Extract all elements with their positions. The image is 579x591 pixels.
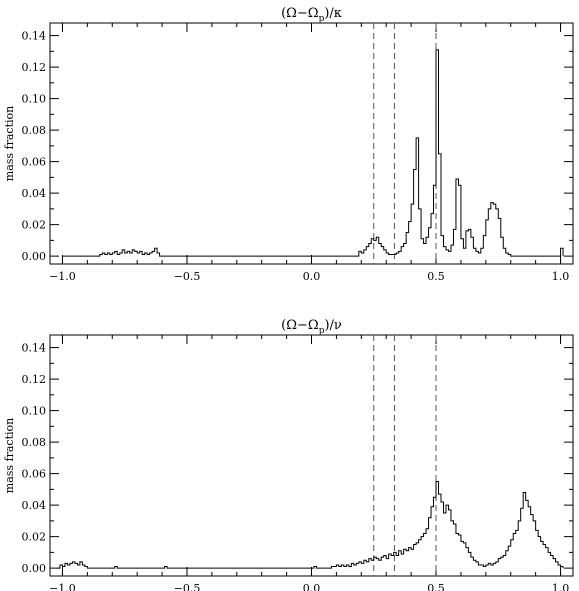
histogram-line	[62, 49, 564, 257]
bottom-panel-nu: (Ω−Ωp)/ν mass fraction 0.00 0.02 0.04 0.06 0.0…	[3, 318, 574, 591]
x-tick-label: −0.5	[174, 582, 201, 591]
y-tick-label: 0.00	[22, 250, 47, 263]
title-main: (Ω−Ω	[281, 318, 319, 333]
title-subscript: p	[319, 14, 325, 24]
x-tick-label: 1.0	[552, 582, 570, 591]
y-tick-label: 0.04	[22, 499, 47, 512]
y-tick-label: 0.10	[22, 405, 47, 418]
title-main: (Ω−Ω	[281, 6, 319, 21]
title-tail: )/ν	[324, 318, 341, 333]
y-tick-label: 0.04	[22, 187, 47, 200]
y-tick-label: 0.00	[22, 562, 47, 575]
histogram-line	[57, 480, 564, 569]
top-panel-kappa: (Ω−Ωp)/κ mass fraction 0.00 0.02 0.04 0.06 0.0…	[3, 6, 574, 283]
y-tick-label: 0.10	[22, 93, 47, 106]
y-tick-label: 0.14	[22, 342, 47, 355]
y-tick-label: 0.12	[22, 373, 47, 386]
x-tick-label: −1.0	[49, 270, 76, 283]
title-tail: )/κ	[324, 6, 342, 21]
y-tick-label: 0.06	[22, 468, 47, 481]
plot-frame	[49, 22, 574, 265]
x-tick-label: 0.5	[427, 582, 445, 591]
y-axis-label: mass fraction	[3, 106, 16, 181]
y-tick-label: 0.06	[22, 156, 47, 169]
y-tick-label: 0.08	[22, 436, 47, 449]
title-subscript: p	[319, 326, 325, 336]
y-tick-label: 0.14	[22, 30, 47, 43]
x-tick-label: 0.5	[427, 270, 445, 283]
y-tick-label: 0.08	[22, 124, 47, 137]
x-tick-label: 1.0	[552, 270, 570, 283]
y-tick-label: 0.02	[22, 219, 47, 232]
plot-title: (Ω−Ωp)/ν	[281, 318, 342, 336]
y-axis-label: mass fraction	[3, 418, 16, 493]
x-tick-label: 0.0	[303, 270, 321, 283]
y-tick-label: 0.12	[22, 61, 47, 74]
y-tick-label: 0.02	[22, 531, 47, 544]
x-tick-label: −1.0	[49, 582, 76, 591]
x-tick-label: 0.0	[303, 582, 321, 591]
plot-frame	[49, 334, 574, 577]
plot-title: (Ω−Ωp)/κ	[281, 6, 342, 24]
x-tick-label: −0.5	[174, 270, 201, 283]
